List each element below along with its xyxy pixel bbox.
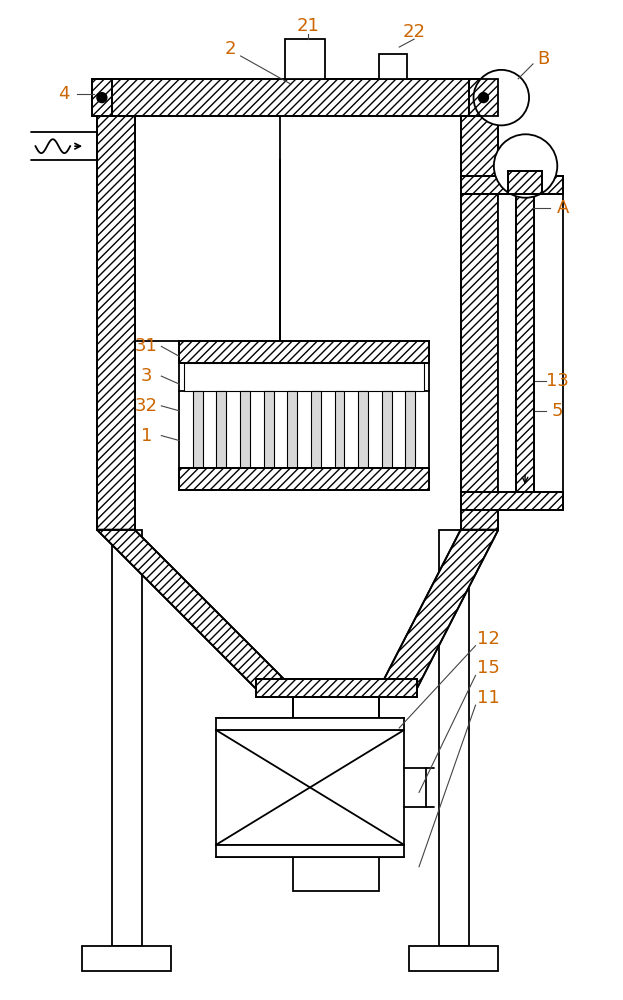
Bar <box>97 79 498 116</box>
Bar <box>460 176 563 194</box>
Bar <box>460 492 563 510</box>
Bar <box>135 116 460 530</box>
Bar <box>468 79 498 116</box>
Bar <box>255 679 417 697</box>
Bar <box>311 391 321 468</box>
Bar <box>112 530 141 946</box>
Text: 21: 21 <box>297 17 320 35</box>
Text: 3: 3 <box>141 367 152 385</box>
Bar <box>216 391 226 468</box>
Bar <box>135 116 280 341</box>
Bar <box>508 171 542 194</box>
Bar <box>382 391 392 468</box>
Bar <box>240 391 250 468</box>
Text: 4: 4 <box>59 85 70 103</box>
Text: 22: 22 <box>402 23 426 41</box>
Bar <box>293 857 379 891</box>
Text: 2: 2 <box>225 40 237 58</box>
Bar <box>516 194 534 492</box>
Bar <box>379 54 407 79</box>
Bar <box>508 171 542 194</box>
Text: 31: 31 <box>135 337 158 355</box>
Circle shape <box>473 70 529 125</box>
Bar <box>92 79 112 116</box>
Bar <box>468 79 498 116</box>
Bar <box>358 391 368 468</box>
Bar <box>179 341 429 363</box>
Bar <box>82 946 171 971</box>
Bar <box>406 391 416 468</box>
Bar <box>184 363 424 391</box>
Bar <box>255 679 417 697</box>
Bar <box>285 39 325 79</box>
Text: 5: 5 <box>552 402 564 420</box>
Bar <box>409 946 498 971</box>
Bar <box>264 391 273 468</box>
Bar <box>460 176 563 194</box>
Text: 13: 13 <box>546 372 569 390</box>
Circle shape <box>494 134 558 198</box>
Polygon shape <box>379 530 498 688</box>
Polygon shape <box>97 530 293 688</box>
Bar <box>439 530 468 946</box>
Circle shape <box>97 93 107 103</box>
Circle shape <box>478 93 488 103</box>
Bar <box>216 718 404 730</box>
Bar <box>179 468 429 490</box>
Text: A: A <box>556 199 569 217</box>
Text: 12: 12 <box>477 630 500 648</box>
Bar <box>498 194 563 492</box>
Text: 15: 15 <box>477 659 500 677</box>
Text: 11: 11 <box>477 689 500 707</box>
Bar <box>287 391 297 468</box>
Bar <box>516 194 534 492</box>
Bar <box>335 391 345 468</box>
Bar <box>97 116 135 530</box>
Text: B: B <box>537 50 549 68</box>
Bar <box>92 79 112 116</box>
Bar <box>460 492 563 510</box>
Bar <box>179 341 429 363</box>
Bar <box>293 688 379 718</box>
Bar <box>179 468 429 490</box>
Bar <box>216 845 404 857</box>
Bar <box>460 116 498 530</box>
Bar <box>460 116 498 530</box>
Text: 1: 1 <box>141 427 152 445</box>
Bar <box>97 79 498 116</box>
Bar <box>97 116 135 530</box>
Bar <box>216 730 404 845</box>
Bar <box>193 391 203 468</box>
Text: 32: 32 <box>135 397 158 415</box>
